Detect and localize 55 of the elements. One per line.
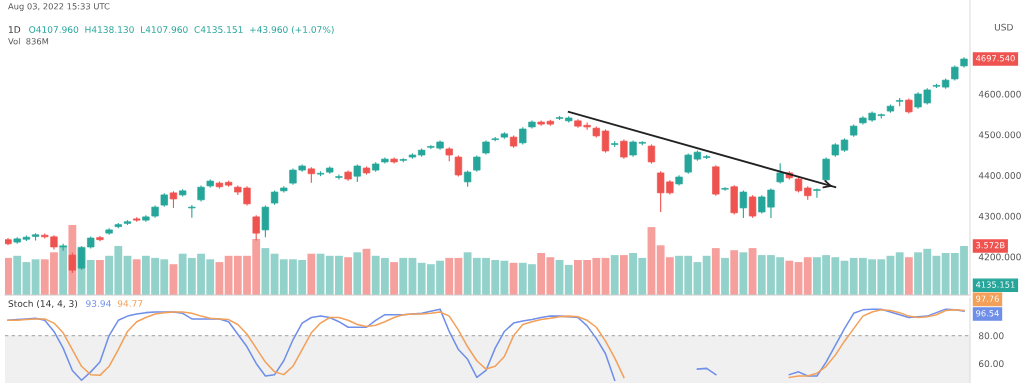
y-tick-label: 60.00 bbox=[978, 360, 1004, 368]
annotation: 93.94 bbox=[86, 300, 111, 307]
bar bbox=[86, 260, 95, 295]
bar bbox=[59, 245, 68, 295]
candlestick bbox=[748, 194, 757, 219]
y-tick-label: 4400.000 bbox=[978, 172, 1021, 179]
candlestick bbox=[739, 189, 748, 219]
bar bbox=[5, 257, 12, 295]
annotation: Aug 03, 2022 15:33 UTC bbox=[8, 3, 110, 12]
bar bbox=[895, 252, 904, 295]
candlestick bbox=[601, 128, 610, 154]
annotation: Vol 836M bbox=[8, 38, 49, 45]
bar bbox=[904, 257, 913, 295]
candlestick bbox=[776, 162, 784, 185]
bar bbox=[445, 257, 454, 295]
bar bbox=[344, 257, 353, 295]
candlestick bbox=[620, 139, 628, 160]
annotation: 94.77 bbox=[117, 300, 143, 307]
bar bbox=[785, 260, 794, 295]
y-tick-label: 80.00 bbox=[978, 332, 1004, 340]
bar bbox=[721, 257, 729, 295]
bar bbox=[711, 248, 720, 295]
bar bbox=[619, 255, 628, 295]
y-axis-title: USD bbox=[994, 23, 1013, 31]
candlestick bbox=[721, 186, 729, 192]
bar bbox=[803, 257, 812, 295]
bar bbox=[96, 260, 104, 295]
candlestick bbox=[261, 204, 270, 238]
text: 4135.151 bbox=[975, 281, 1015, 288]
candlestick bbox=[68, 252, 76, 274]
bar bbox=[132, 259, 141, 295]
candlestick bbox=[454, 154, 463, 178]
candlestick bbox=[647, 143, 656, 165]
text: 1D bbox=[8, 26, 21, 33]
bar bbox=[702, 255, 711, 295]
bar bbox=[261, 248, 270, 295]
bar bbox=[399, 257, 408, 295]
bar bbox=[390, 262, 398, 295]
text: O4107.960 H4138.130 L4107.960 C4135.151 +43.960 (+1.07%) bbox=[29, 26, 334, 35]
bar bbox=[610, 255, 619, 295]
text: 96.54 bbox=[976, 310, 999, 317]
y-tick-label: 4500.000 bbox=[978, 131, 1021, 139]
y-tick-label: 4300.000 bbox=[978, 212, 1021, 220]
text: 97.76 bbox=[976, 295, 999, 302]
chart-title: Stoch (14, 4, 3) bbox=[8, 300, 78, 309]
bar bbox=[739, 252, 748, 295]
bar bbox=[564, 264, 573, 295]
bar bbox=[730, 250, 739, 295]
bar bbox=[353, 252, 362, 295]
bar bbox=[307, 253, 316, 295]
y-tick-label: 4600.000 bbox=[978, 90, 1021, 98]
candlestick bbox=[813, 187, 821, 199]
y-tick-label: 4200.000 bbox=[978, 253, 1021, 261]
text: 4697.540 bbox=[975, 55, 1015, 62]
text: 3.572B bbox=[976, 242, 1005, 249]
